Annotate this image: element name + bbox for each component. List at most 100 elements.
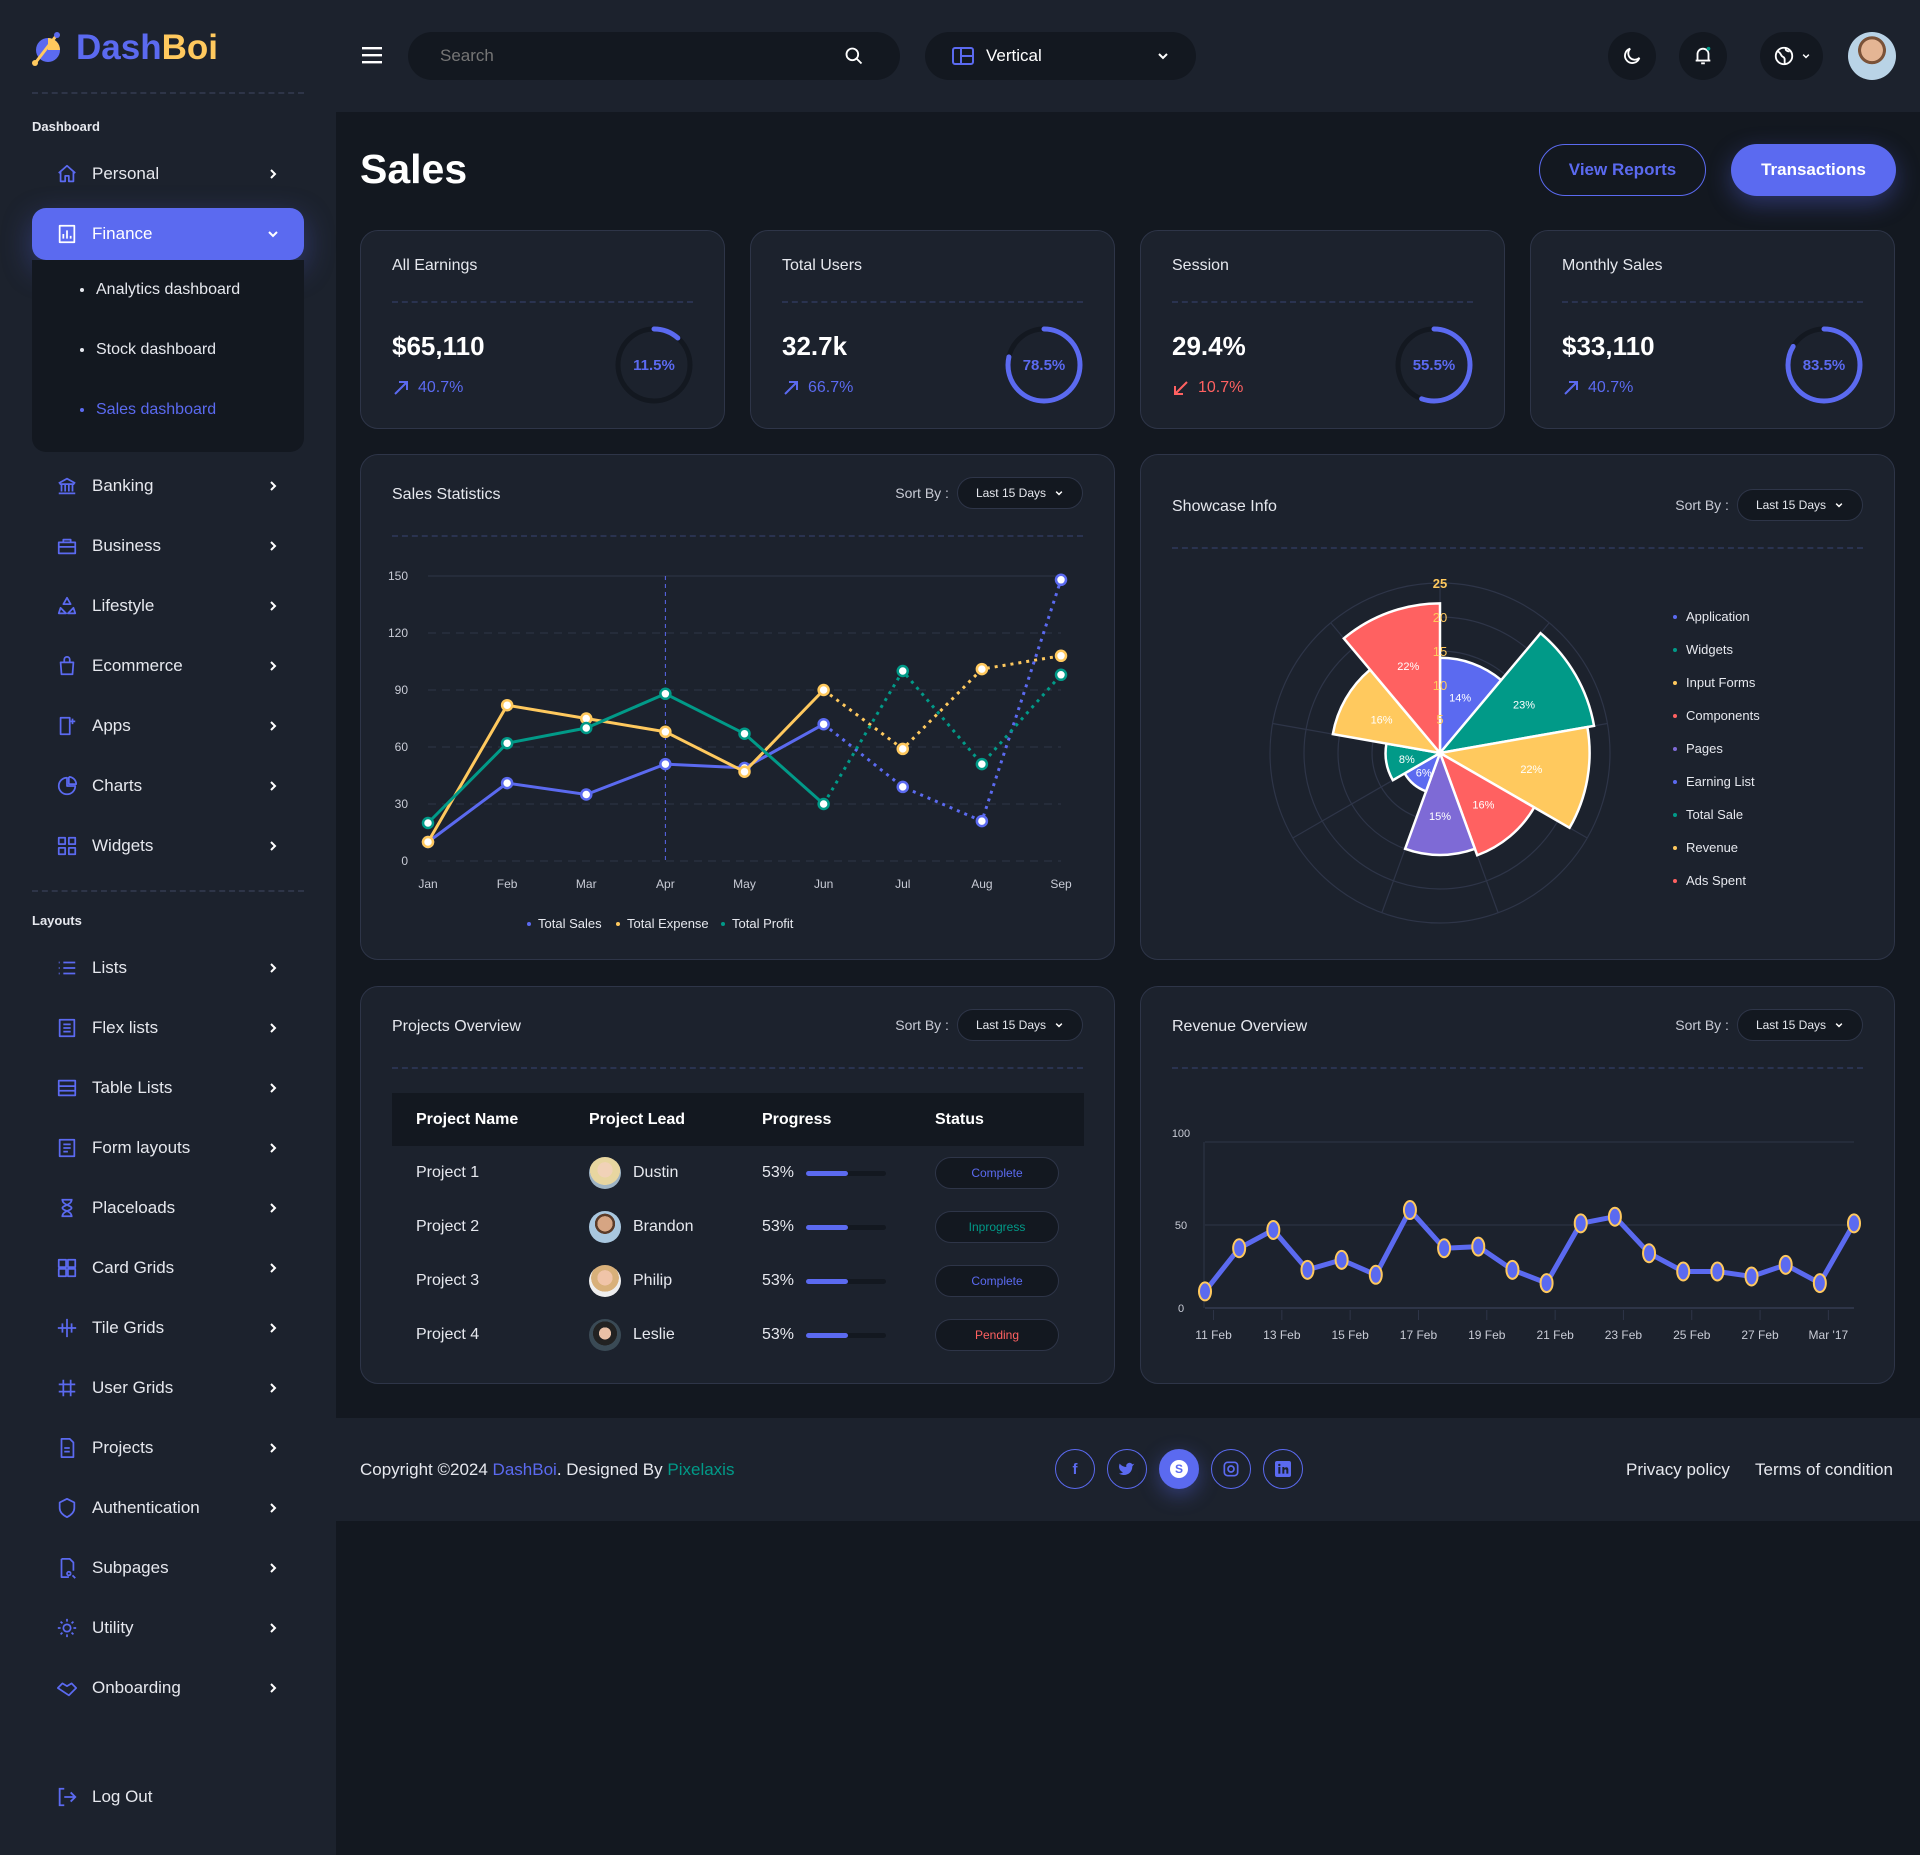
polar-segment-components[interactable] xyxy=(1437,750,1536,857)
data-point[interactable] xyxy=(500,736,514,750)
data-point[interactable] xyxy=(1778,1254,1793,1275)
twitter-button[interactable] xyxy=(1107,1449,1147,1489)
data-point[interactable] xyxy=(659,757,672,771)
legend-label[interactable]: Total Sale xyxy=(1686,807,1743,822)
sort-dropdown[interactable]: Last 15 Days xyxy=(956,1009,1083,1041)
terms-link[interactable]: Terms of condition xyxy=(1755,1460,1893,1479)
sidebar-item-banking[interactable]: Banking xyxy=(32,460,304,512)
sidebar-item-lifestyle[interactable]: Lifestyle xyxy=(32,580,304,632)
data-point[interactable] xyxy=(1198,1281,1212,1302)
data-point[interactable] xyxy=(975,757,989,771)
data-point[interactable] xyxy=(1471,1236,1486,1257)
skype-button[interactable]: S xyxy=(1159,1449,1199,1489)
polar-segment-input-forms[interactable] xyxy=(1436,725,1591,830)
data-point[interactable] xyxy=(1607,1206,1622,1227)
data-point[interactable] xyxy=(659,687,672,701)
data-point[interactable] xyxy=(1847,1213,1861,1234)
data-point[interactable] xyxy=(1054,573,1068,587)
language-select[interactable] xyxy=(1760,32,1823,80)
data-point[interactable] xyxy=(1300,1259,1315,1280)
status-badge[interactable]: Complete xyxy=(935,1265,1059,1297)
data-point[interactable] xyxy=(738,765,751,778)
instagram-button[interactable] xyxy=(1211,1449,1251,1489)
data-point[interactable] xyxy=(896,664,909,678)
logo[interactable]: DashBoi xyxy=(30,28,218,68)
data-point[interactable] xyxy=(580,788,593,801)
data-point[interactable] xyxy=(421,835,435,849)
legend-label[interactable]: Components xyxy=(1686,708,1760,723)
data-point[interactable] xyxy=(1334,1249,1349,1270)
sidebar-item-tile-grids[interactable]: Tile Grids xyxy=(32,1302,304,1354)
data-point[interactable] xyxy=(1812,1273,1827,1294)
status-badge[interactable]: Inprogress xyxy=(935,1211,1059,1243)
sort-dropdown[interactable]: Last 15 Days xyxy=(1736,1009,1863,1041)
sidebar-item-finance[interactable]: Finance xyxy=(32,208,304,260)
sidebar-item-table-lists[interactable]: Table Lists xyxy=(32,1062,304,1114)
data-point[interactable] xyxy=(1642,1243,1657,1264)
data-point[interactable] xyxy=(975,814,989,828)
data-point[interactable] xyxy=(896,780,909,794)
data-point[interactable] xyxy=(1368,1264,1383,1285)
submenu-item[interactable]: Analytics dashboard xyxy=(32,260,304,320)
legend-label[interactable]: Revenue xyxy=(1686,840,1738,855)
data-point[interactable] xyxy=(1054,649,1068,663)
sidebar-item-widgets[interactable]: Widgets xyxy=(32,820,304,872)
sidebar-item-card-grids[interactable]: Card Grids xyxy=(32,1242,304,1294)
search-input[interactable] xyxy=(440,46,820,66)
data-point[interactable] xyxy=(1232,1238,1247,1259)
polar-segment-revenue[interactable] xyxy=(1331,667,1444,755)
legend-label[interactable]: Pages xyxy=(1686,741,1723,756)
sort-dropdown[interactable]: Last 15 Days xyxy=(1736,489,1863,521)
notifications-button[interactable] xyxy=(1679,32,1727,80)
sidebar-item-apps[interactable]: Apps xyxy=(32,700,304,752)
sort-dropdown[interactable]: Last 15 Days xyxy=(956,477,1083,509)
sidebar-item-utility[interactable]: Utility xyxy=(32,1602,304,1654)
sidebar-item-authentication[interactable]: Authentication xyxy=(32,1482,304,1534)
sidebar-item-projects[interactable]: Projects xyxy=(32,1422,304,1474)
privacy-policy-link[interactable]: Privacy policy xyxy=(1626,1460,1730,1479)
legend-label[interactable]: Earning List xyxy=(1686,774,1755,789)
user-avatar[interactable] xyxy=(1848,32,1896,80)
linkedin-button[interactable] xyxy=(1263,1449,1303,1489)
sidebar-item-subpages[interactable]: Subpages xyxy=(32,1542,304,1594)
sidebar-item-onboarding[interactable]: Onboarding xyxy=(32,1662,304,1714)
data-point[interactable] xyxy=(500,698,514,712)
facebook-button[interactable]: f xyxy=(1055,1449,1095,1489)
view-reports-button[interactable]: View Reports xyxy=(1539,144,1706,196)
theme-toggle-button[interactable] xyxy=(1608,32,1656,80)
data-point[interactable] xyxy=(1710,1261,1725,1282)
data-point[interactable] xyxy=(500,776,514,790)
data-point[interactable] xyxy=(1539,1273,1554,1294)
data-point[interactable] xyxy=(659,725,672,739)
logout-button[interactable]: Log Out xyxy=(32,1771,304,1823)
search-icon[interactable] xyxy=(844,46,864,66)
polar-segment-pages[interactable] xyxy=(1403,749,1477,857)
status-badge[interactable]: Complete xyxy=(935,1157,1059,1189)
sidebar-item-charts[interactable]: Charts xyxy=(32,760,304,812)
data-point[interactable] xyxy=(1437,1238,1452,1259)
designer-link[interactable]: Pixelaxis xyxy=(667,1460,735,1479)
sidebar-item-lists[interactable]: Lists xyxy=(32,942,304,994)
submenu-item[interactable]: Stock dashboard xyxy=(32,320,304,380)
layout-select[interactable]: Vertical xyxy=(925,32,1196,80)
legend-label[interactable]: Widgets xyxy=(1686,642,1733,657)
data-point[interactable] xyxy=(896,742,909,756)
status-badge[interactable]: Pending xyxy=(935,1319,1059,1351)
data-point[interactable] xyxy=(817,717,830,731)
data-point[interactable] xyxy=(1676,1261,1691,1282)
data-point[interactable] xyxy=(1505,1259,1520,1280)
sidebar-item-form-layouts[interactable]: Form layouts xyxy=(32,1122,304,1174)
polar-segment-ads-spent[interactable] xyxy=(1342,602,1442,757)
data-point[interactable] xyxy=(1266,1219,1281,1240)
data-point[interactable] xyxy=(738,727,751,740)
data-point[interactable] xyxy=(975,662,989,676)
legend-label[interactable]: Application xyxy=(1686,609,1750,624)
sidebar-item-user-grids[interactable]: User Grids xyxy=(32,1362,304,1414)
menu-toggle-button[interactable] xyxy=(362,46,382,69)
data-point[interactable] xyxy=(421,816,435,830)
sidebar-item-placeloads[interactable]: Placeloads xyxy=(32,1182,304,1234)
sidebar-item-ecommerce[interactable]: Ecommerce xyxy=(32,640,304,692)
sidebar-item-business[interactable]: Business xyxy=(32,520,304,572)
data-point[interactable] xyxy=(1573,1213,1588,1234)
legend-label[interactable]: Input Forms xyxy=(1686,675,1756,690)
